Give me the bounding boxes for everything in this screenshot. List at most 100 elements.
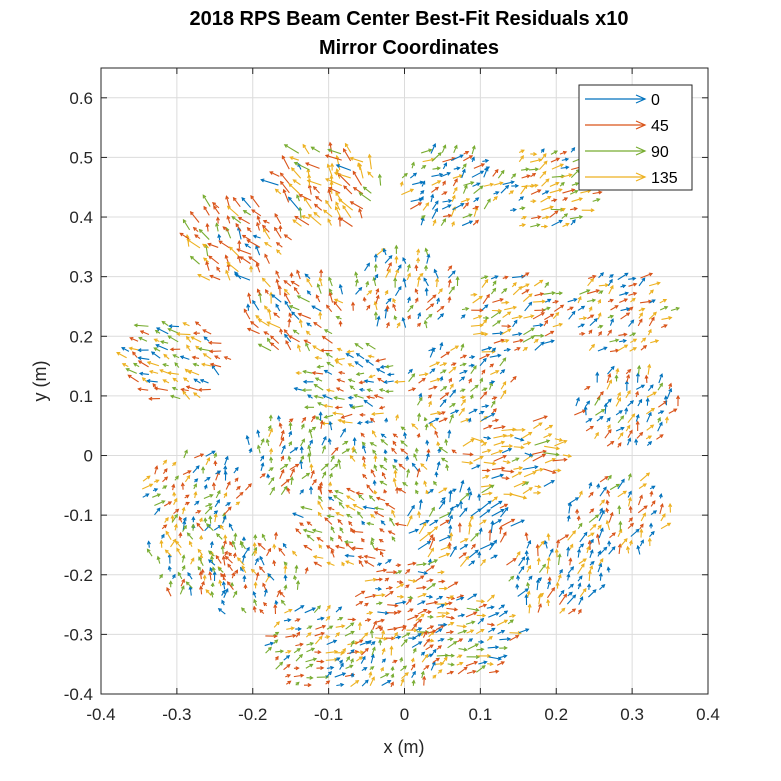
quiver-arrow-head: [374, 273, 379, 278]
quiver-arrow: [418, 521, 427, 535]
quiver-arrow-shaft: [288, 319, 291, 328]
quiver-arrow: [458, 407, 465, 416]
quiver-arrow-head: [479, 377, 484, 382]
quiver-arrow-shaft: [370, 541, 376, 550]
quiver-arrow-shaft: [346, 488, 355, 493]
quiver-arrow-head: [491, 400, 496, 405]
quiver-arrow: [502, 311, 512, 319]
quiver-arrow-shaft: [480, 319, 487, 327]
quiver-arrow-shaft: [315, 416, 323, 423]
quiver-arrow: [341, 448, 351, 454]
quiver-arrow-head: [345, 542, 350, 547]
quiver-arrow-head: [371, 429, 376, 435]
quiver-arrow: [327, 506, 335, 511]
quiver-arrow-shaft: [493, 441, 505, 446]
quiver-arrow: [554, 437, 564, 442]
quiver-arrow: [340, 413, 353, 419]
quiver-arrow: [392, 297, 397, 304]
quiver-arrow-head: [439, 375, 444, 381]
quiver-arrow-head: [290, 280, 295, 285]
quiver-arrow: [283, 288, 290, 296]
quiver-arrow: [433, 480, 438, 486]
quiver-arrow-head: [434, 519, 439, 524]
quiver-arrow: [395, 610, 402, 614]
quiver-arrow: [395, 563, 402, 568]
quiver-arrow: [491, 308, 503, 313]
quiver-arrow-head: [497, 308, 503, 313]
quiver-arrow-head: [383, 488, 388, 494]
quiver-arrow: [307, 444, 312, 455]
quiver-arrow-head: [482, 357, 487, 362]
quiver-arrow-head: [373, 263, 378, 268]
quiver-arrow-head: [327, 489, 333, 494]
quiver-arrow: [323, 369, 333, 375]
quiver-arrow-shaft: [270, 342, 280, 351]
quiver-arrow-head: [284, 333, 288, 338]
quiver-arrow-shaft: [375, 295, 380, 304]
quiver-arrow-head: [394, 379, 399, 384]
quiver-arrow: [386, 321, 390, 329]
quiver-arrow-head: [509, 492, 514, 497]
quiver-arrow-shaft: [480, 542, 494, 550]
quiver-arrow: [385, 304, 390, 312]
quiver-arrow-head: [468, 377, 472, 383]
quiver-arrow-head: [492, 461, 497, 466]
quiver-arrow-shaft: [346, 353, 354, 359]
quiver-arrow-head: [525, 289, 530, 293]
quiver-arrow-head: [317, 485, 322, 490]
quiver-arrow: [490, 449, 504, 456]
quiver-arrow: [417, 510, 422, 518]
quiver-arrow: [416, 585, 427, 590]
quiver-arrow-head: [375, 496, 381, 501]
quiver-arrow-head: [300, 454, 305, 460]
quiver-arrow: [316, 537, 324, 542]
quiver-arrow-shaft: [290, 477, 293, 485]
quiver-arrow-shaft: [493, 434, 507, 439]
quiver-arrow-shaft: [439, 399, 447, 408]
quiver-arrow-head: [273, 312, 278, 317]
quiver-arrow-head: [489, 363, 495, 368]
quiver-arrow-head: [368, 495, 373, 500]
quiver-arrow-head: [295, 528, 300, 533]
quiver-arrow-shaft: [385, 298, 392, 305]
quiver-arrow-head: [494, 418, 500, 423]
quiver-arrow-shaft: [502, 311, 511, 319]
quiver-arrow-head: [305, 330, 310, 335]
quiver-arrow-head: [505, 476, 510, 481]
quiver-arrow-shaft: [329, 292, 334, 303]
quiver-arrow-shaft: [308, 453, 311, 463]
quiver-arrow-head: [534, 465, 539, 470]
quiver-arrow-head: [326, 361, 331, 366]
quiver-arrow: [384, 577, 390, 582]
quiver-arrow: [283, 329, 290, 336]
quiver-arrow: [385, 268, 391, 278]
quiver-arrow: [358, 559, 364, 567]
quiver-arrow: [318, 495, 323, 502]
quiver-arrow: [499, 503, 509, 509]
quiver-arrow-head: [246, 303, 251, 308]
quiver-arrow-shaft: [544, 424, 553, 431]
quiver-arrow: [364, 262, 370, 272]
quiver-arrow-head: [530, 327, 535, 332]
quiver-arrow-shaft: [461, 461, 473, 464]
quiver-arrow-shaft: [388, 530, 396, 535]
quiver-arrow: [471, 308, 484, 313]
quiver-arrow-shaft: [459, 538, 468, 544]
quiver-arrow: [378, 388, 386, 393]
quiver-arrow-head: [470, 438, 475, 443]
quiver-arrow: [534, 439, 551, 446]
quiver-arrow: [276, 415, 281, 422]
quiver-arrow: [362, 505, 376, 510]
quiver-arrow: [394, 244, 399, 254]
quiver-arrow: [328, 288, 333, 295]
quiver-arrow-shaft: [543, 292, 555, 295]
quiver-arrow-head: [485, 474, 490, 479]
quiver-arrow-head: [261, 277, 266, 282]
quiver-arrow: [300, 438, 305, 447]
quiver-arrow-shaft: [344, 541, 354, 543]
quiver-arrow-shaft: [385, 503, 396, 510]
quiver-arrow-head: [275, 303, 280, 308]
quiver-arrow-head: [392, 464, 397, 469]
quiver-arrow-head: [499, 331, 504, 336]
quiver-arrow-head: [358, 286, 363, 291]
